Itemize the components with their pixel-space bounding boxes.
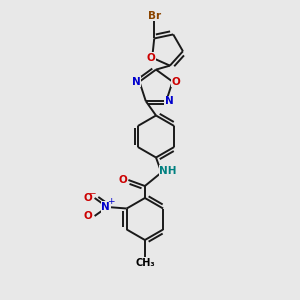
Text: O: O	[171, 76, 180, 87]
Text: CH₃: CH₃	[135, 257, 155, 268]
Text: Br: Br	[148, 11, 161, 21]
Text: +: +	[107, 196, 115, 206]
Text: O: O	[84, 193, 92, 203]
Text: N: N	[101, 202, 110, 212]
Text: O: O	[146, 53, 155, 63]
Text: −: −	[88, 188, 96, 197]
Text: N: N	[165, 96, 174, 106]
Text: O: O	[84, 211, 92, 221]
Text: O: O	[118, 175, 127, 185]
Text: N: N	[132, 76, 141, 87]
Text: NH: NH	[159, 166, 177, 176]
